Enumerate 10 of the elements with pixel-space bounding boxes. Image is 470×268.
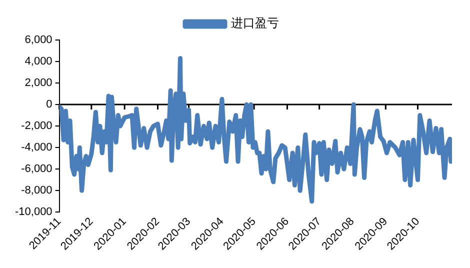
y-tick-label: -8,000 xyxy=(21,184,52,197)
y-tick-label: 4,000 xyxy=(24,56,52,68)
legend-label: 进口盈亏 xyxy=(231,16,279,30)
y-tick-label: -6,000 xyxy=(21,163,52,176)
y-tick-label: 2,000 xyxy=(24,77,52,90)
y-tick-label: 0 xyxy=(46,98,52,111)
y-tick-label: 6,000 xyxy=(24,34,52,46)
y-tick-label: -2,000 xyxy=(21,120,52,132)
y-tick-label: -10,000 xyxy=(14,206,52,218)
y-tick-label: -4,000 xyxy=(21,142,52,154)
